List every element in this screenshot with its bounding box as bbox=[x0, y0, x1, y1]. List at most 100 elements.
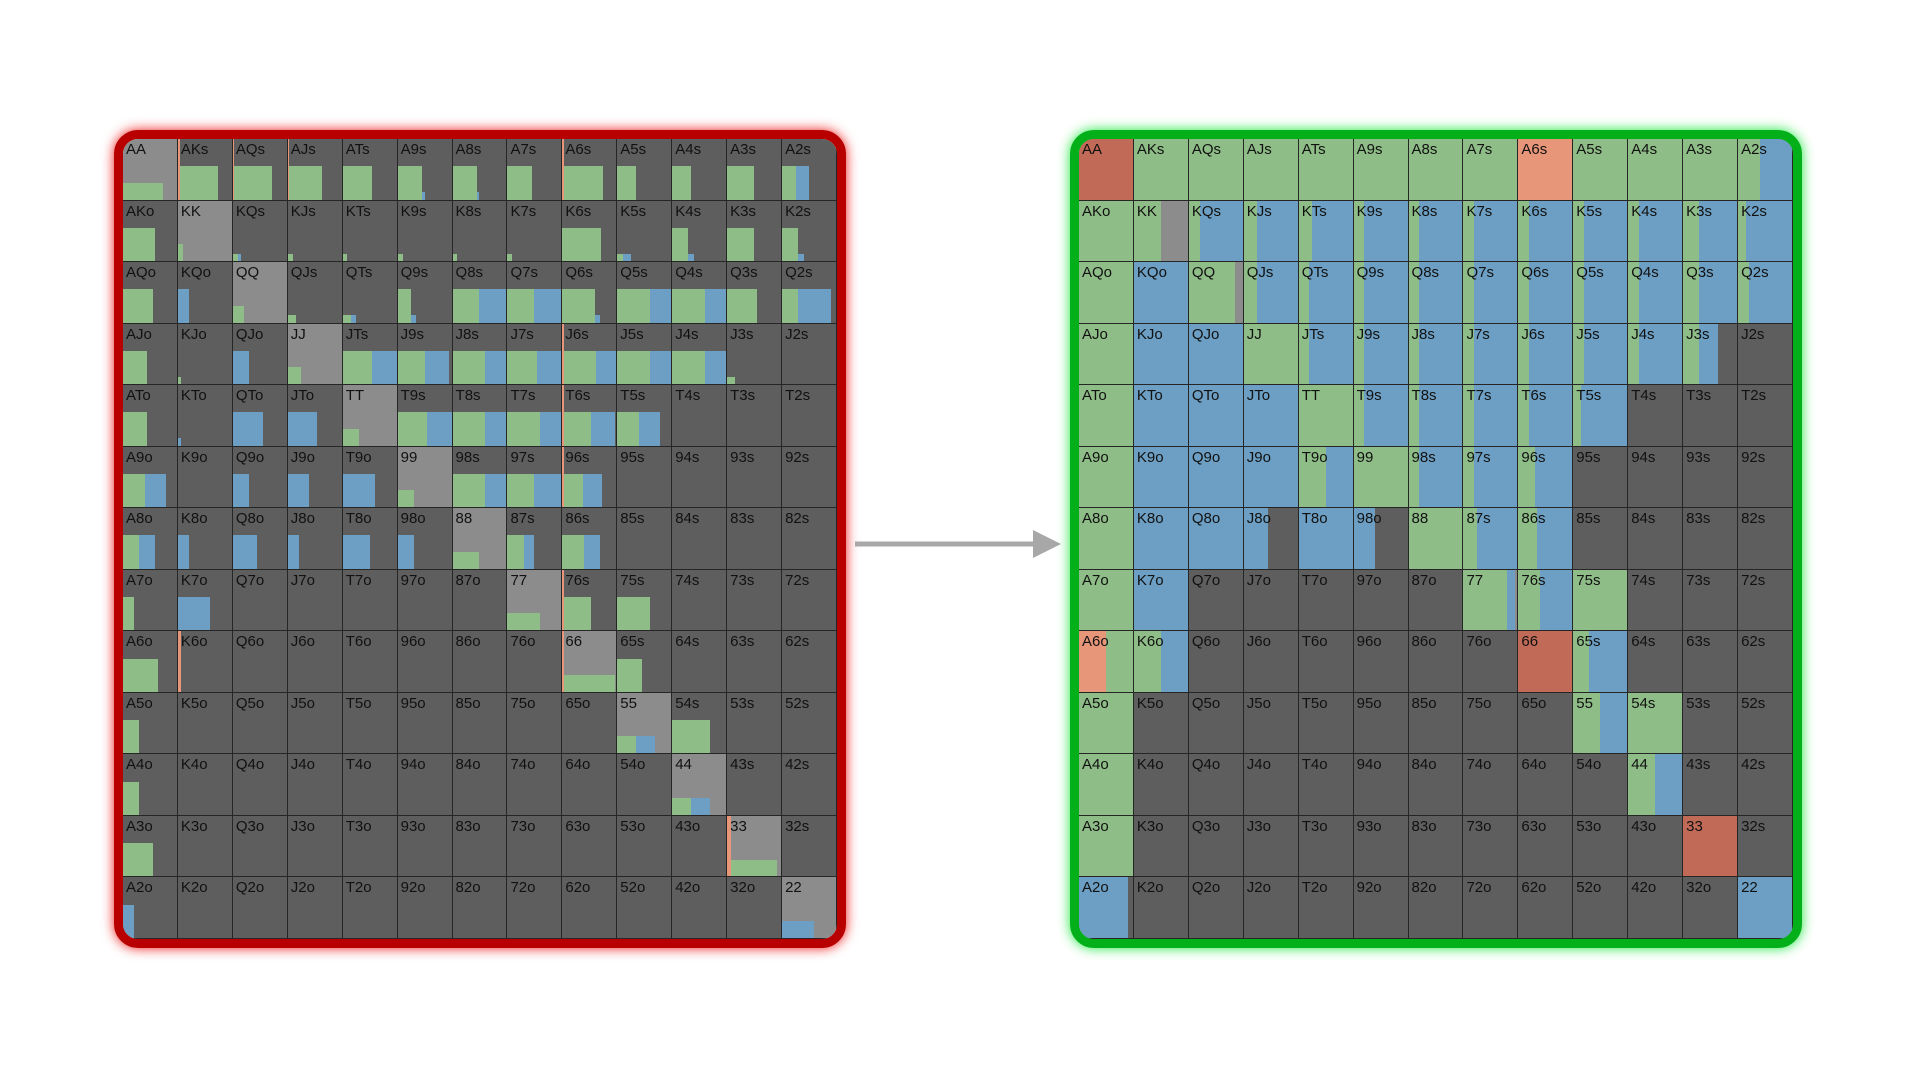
hand-cell-Q5s: Q5s bbox=[617, 262, 673, 324]
hand-cell-T8s: T8s bbox=[1408, 385, 1464, 447]
hand-label: 74o bbox=[510, 756, 536, 774]
action-segment bbox=[617, 350, 650, 385]
hand-label: Q4o bbox=[235, 756, 265, 774]
action-segment bbox=[287, 367, 302, 385]
hand-cell-A6s: A6s bbox=[562, 139, 618, 201]
hand-cell-54s: 54s bbox=[672, 692, 728, 755]
hand-label: A3s bbox=[730, 141, 756, 158]
hand-cell-J3s: J3s bbox=[1683, 323, 1739, 386]
hand-label: A8o bbox=[126, 510, 153, 528]
hand-cell-K2s: K2s bbox=[1738, 200, 1793, 263]
action-segment bbox=[1419, 446, 1463, 508]
action-segment bbox=[1079, 200, 1133, 262]
hand-cell-55: 55 bbox=[617, 692, 673, 755]
hand-label: 96o bbox=[1356, 633, 1382, 651]
hand-label: AJs bbox=[290, 141, 316, 158]
action-segment bbox=[123, 781, 140, 815]
action-segment bbox=[1573, 569, 1628, 631]
action-segment bbox=[507, 289, 535, 323]
action-segment bbox=[1529, 385, 1573, 446]
hand-label: KTo bbox=[1136, 387, 1163, 405]
hand-cell-QTs: QTs bbox=[1298, 262, 1354, 324]
hand-cell-T2s: T2s bbox=[782, 385, 837, 447]
action-segment bbox=[177, 244, 184, 262]
hand-label: JTs bbox=[1301, 325, 1325, 343]
hand-label: T4o bbox=[345, 756, 372, 774]
hand-cell-K9s: K9s bbox=[397, 200, 453, 263]
hand-cell-63o: 63o bbox=[562, 815, 618, 878]
action-segment bbox=[1573, 692, 1601, 754]
hand-label: T8o bbox=[345, 510, 372, 528]
hand-cell-66: 66 bbox=[1518, 631, 1574, 693]
hand-label: J8o bbox=[290, 510, 315, 528]
hand-label: T6s bbox=[1521, 387, 1547, 405]
hand-label: 93s bbox=[1686, 448, 1711, 466]
hand-cell-54o: 54o bbox=[1573, 754, 1629, 816]
action-segment bbox=[1298, 200, 1313, 262]
hand-label: 93s bbox=[730, 448, 755, 466]
hand-cell-J5s: J5s bbox=[617, 323, 673, 386]
hand-label: 74s bbox=[675, 571, 700, 589]
hand-cell-Q7o: Q7o bbox=[1188, 569, 1244, 632]
hand-label: 54s bbox=[1631, 694, 1656, 712]
hand-cell-J4s: J4s bbox=[1628, 323, 1684, 386]
hand-cell-KQs: KQs bbox=[232, 200, 288, 263]
hand-label: J7o bbox=[1246, 571, 1271, 589]
hand-cell-94o: 94o bbox=[397, 754, 453, 816]
action-segment bbox=[1539, 569, 1573, 631]
action-segment bbox=[1133, 631, 1161, 692]
hand-label: 66 bbox=[565, 633, 583, 651]
action-segment bbox=[1628, 692, 1683, 754]
hand-cell-J3o: J3o bbox=[287, 815, 343, 878]
action-segment bbox=[649, 350, 672, 385]
action-segment bbox=[232, 139, 235, 200]
action-segment bbox=[782, 289, 799, 323]
hand-label: 96s bbox=[1521, 448, 1546, 466]
action-segment bbox=[287, 139, 290, 200]
hand-cell-A7s: A7s bbox=[507, 139, 563, 201]
hand-label: A2o bbox=[126, 879, 153, 897]
action-segment bbox=[1474, 385, 1518, 446]
action-segment bbox=[562, 227, 602, 262]
hand-cell-K4s: K4s bbox=[672, 200, 728, 263]
hand-label: 55 bbox=[1576, 694, 1593, 712]
hand-label: J7o bbox=[290, 571, 315, 589]
action-segment bbox=[342, 473, 376, 508]
hand-cell-85s: 85s bbox=[617, 508, 673, 570]
hand-label: 85o bbox=[1411, 694, 1437, 712]
action-segment bbox=[1079, 877, 1128, 938]
action-segment bbox=[1474, 262, 1518, 323]
hand-cell-98o: 98o bbox=[1353, 508, 1409, 570]
hand-label: 55 bbox=[620, 694, 637, 712]
hand-label: 93o bbox=[400, 817, 426, 835]
hand-cell-64o: 64o bbox=[562, 754, 618, 816]
hand-cell-32s: 32s bbox=[1738, 815, 1793, 878]
hand-cell-K6o: K6o bbox=[1133, 631, 1189, 693]
hand-cell-98s: 98s bbox=[1408, 446, 1464, 509]
hand-cell-62s: 62s bbox=[1738, 631, 1793, 693]
hand-label: A5s bbox=[620, 141, 647, 158]
action-segment bbox=[1683, 262, 1700, 323]
hand-label: KTs bbox=[345, 202, 371, 220]
action-segment bbox=[1298, 446, 1326, 508]
hand-cell-88: 88 bbox=[452, 508, 508, 570]
action-segment bbox=[1160, 631, 1188, 692]
action-segment bbox=[1738, 139, 1760, 200]
hand-label: 83o bbox=[455, 817, 481, 835]
hand-cell-J2o: J2o bbox=[1243, 877, 1299, 939]
hand-label: 43s bbox=[730, 756, 755, 774]
hand-label: J8o bbox=[1246, 510, 1271, 528]
hand-label: 66 bbox=[1521, 633, 1539, 651]
action-segment bbox=[672, 720, 710, 754]
action-segment bbox=[782, 166, 796, 200]
hand-cell-A7s: A7s bbox=[1463, 139, 1519, 201]
hand-label: T4o bbox=[1301, 756, 1328, 774]
action-segment bbox=[1188, 262, 1235, 323]
action-segment bbox=[1573, 262, 1585, 323]
hand-label: T4s bbox=[1631, 387, 1657, 405]
hand-cell-J9o: J9o bbox=[1243, 446, 1299, 509]
hand-label: A8o bbox=[1082, 510, 1109, 528]
range-matrix-after: AA AKs AQs AJs ATs A9s A8s A7s A6s A5s A4s A3s A2s AK… bbox=[1070, 130, 1802, 948]
action-segment bbox=[421, 192, 425, 200]
hand-cell-T2o: T2o bbox=[1298, 877, 1354, 939]
